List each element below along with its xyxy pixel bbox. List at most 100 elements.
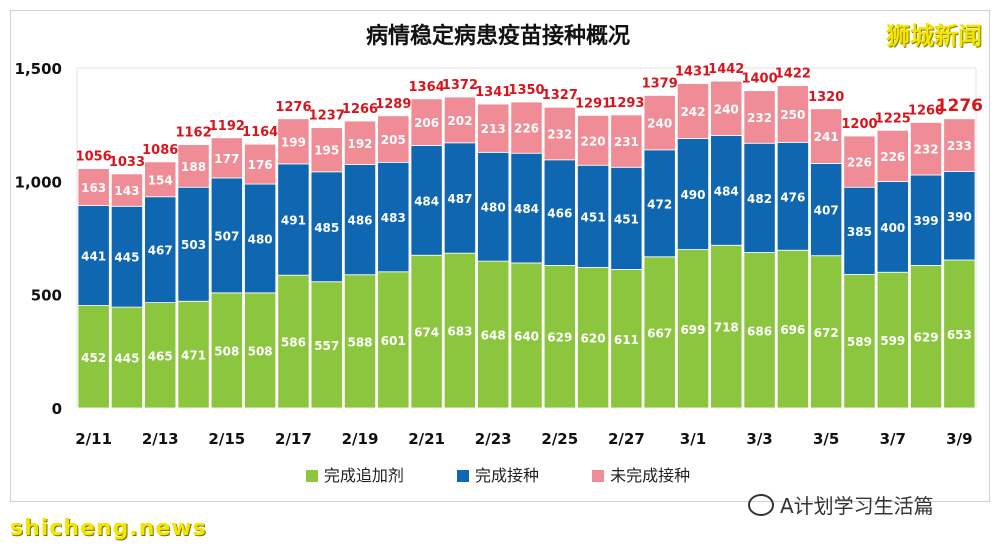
data-label: 483 (381, 211, 406, 225)
data-label: 620 (581, 332, 606, 346)
bar-segment (244, 183, 277, 294)
bar-segment (910, 122, 943, 176)
bar-segment (543, 159, 576, 266)
data-label: 491 (281, 214, 306, 228)
x-tick-label: 3/7 (880, 430, 906, 448)
data-label: 508 (214, 344, 239, 358)
data-label: 472 (647, 197, 672, 211)
bar-segment (743, 142, 776, 253)
data-label: 232 (747, 111, 772, 125)
total-label: 1291 (575, 96, 611, 111)
total-label: 1276 (936, 96, 983, 116)
data-label: 629 (547, 331, 572, 345)
y-tick-label: 500 (31, 287, 62, 305)
x-tick-label: 2/27 (608, 430, 645, 448)
data-label: 503 (181, 238, 206, 252)
data-label: 213 (481, 122, 506, 136)
bar-segment (477, 151, 510, 262)
x-tick-label: 2/21 (408, 430, 445, 448)
data-label: 399 (914, 214, 939, 228)
bar-segment (610, 114, 643, 168)
data-label: 226 (514, 122, 539, 136)
bar-segment (443, 96, 476, 144)
bar-segment (77, 305, 110, 409)
total-label: 1033 (109, 155, 145, 170)
bar-segment (643, 95, 676, 151)
data-label: 672 (814, 326, 839, 340)
x-tick-label: 2/11 (75, 430, 112, 448)
wechat-icon (748, 494, 774, 516)
bar-segment (643, 256, 676, 409)
data-label: 653 (947, 328, 972, 342)
data-label: 226 (847, 156, 872, 170)
bar-segment (410, 145, 443, 256)
total-label: 1260 (908, 103, 944, 118)
data-label: 484 (514, 202, 539, 216)
data-label: 508 (248, 344, 273, 358)
bar-segment (77, 168, 110, 206)
bar-segment (277, 118, 310, 165)
data-label: 465 (148, 349, 173, 363)
bar-segment (577, 164, 610, 268)
data-label: 699 (680, 323, 705, 337)
bar-segment (443, 142, 476, 254)
site-watermark: shicheng.news (10, 516, 207, 541)
total-label: 1162 (175, 126, 211, 141)
total-label: 1431 (675, 65, 711, 80)
data-label: 232 (914, 143, 939, 157)
bar-segment (910, 174, 943, 266)
y-tick-label: 0 (52, 400, 62, 418)
data-label: 589 (847, 335, 872, 349)
data-label: 640 (514, 329, 539, 343)
x-tick-label: 2/15 (208, 430, 245, 448)
data-label: 240 (714, 102, 739, 116)
data-label: 674 (414, 326, 439, 340)
total-label: 1379 (642, 76, 678, 91)
bar-segment (177, 300, 210, 409)
x-tick-label: 3/3 (746, 430, 772, 448)
bar-segment (843, 135, 876, 188)
data-label: 250 (780, 108, 805, 122)
bar-segment (843, 274, 876, 409)
bar-segment (510, 101, 543, 154)
total-label: 1289 (375, 97, 411, 112)
bar-segment (310, 171, 343, 283)
data-label: 507 (214, 229, 239, 243)
total-label: 1225 (875, 111, 911, 126)
bar-segment (410, 98, 443, 146)
bar-segment (377, 161, 410, 273)
bar-segment (843, 186, 876, 275)
data-label: 242 (680, 105, 705, 119)
data-label: 143 (114, 184, 139, 198)
data-label: 400 (880, 221, 905, 235)
data-label: 452 (81, 351, 106, 365)
bar-segment (743, 252, 776, 409)
data-label: 441 (81, 250, 106, 264)
data-label: 484 (714, 184, 739, 198)
total-label: 1350 (508, 83, 544, 98)
data-label: 599 (880, 334, 905, 348)
x-tick-label: 2/19 (342, 430, 379, 448)
data-label: 220 (581, 134, 606, 148)
x-tick-label: 3/9 (946, 430, 972, 448)
data-label: 611 (614, 333, 639, 347)
bar-segment (710, 244, 743, 409)
bar-segment (610, 166, 643, 270)
data-label: 226 (880, 150, 905, 164)
data-label: 487 (447, 192, 472, 206)
bar-segment (710, 80, 743, 136)
bar-segment (543, 106, 576, 161)
data-label: 480 (248, 232, 273, 246)
total-label: 1276 (275, 100, 311, 115)
total-label: 1200 (841, 117, 877, 132)
x-tick-label: 3/1 (680, 430, 706, 448)
bar-segment (876, 181, 909, 273)
brand-logo: 狮城新闻 (886, 22, 982, 50)
x-tick-label: 2/23 (475, 430, 512, 448)
x-tick-label: 3/5 (813, 430, 839, 448)
data-label: 557 (314, 339, 339, 353)
total-label: 1293 (608, 96, 644, 111)
x-tick-label: 2/17 (275, 430, 312, 448)
total-label: 1442 (708, 62, 744, 77)
